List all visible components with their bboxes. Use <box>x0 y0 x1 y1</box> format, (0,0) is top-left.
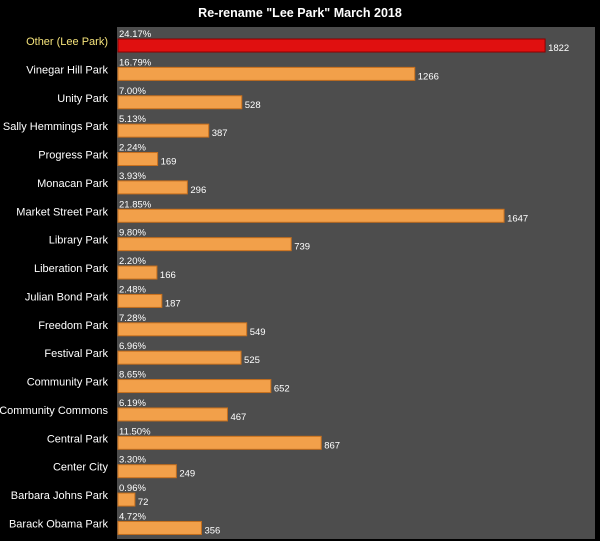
percent-label-market-street-park: 21.85% <box>119 199 152 210</box>
percent-label-other-lee-park: 24.17% <box>119 29 152 40</box>
category-label-sally-hemmings-park: Sally Hemmings Park <box>3 121 109 133</box>
bar-community-park <box>117 379 272 394</box>
chart-title: Re-rename "Lee Park" March 2018 <box>198 6 402 20</box>
category-label-freedom-park: Freedom Park <box>38 320 108 332</box>
chart-marks: Other (Lee Park) 24.17% 1822 Vinegar Hill P… <box>0 29 569 536</box>
bar-center-city <box>117 464 177 479</box>
value-label-sally-hemmings-park: 387 <box>212 128 228 139</box>
category-label-community-park: Community Park <box>27 377 109 389</box>
percent-label-vinegar-hill-park: 16.79% <box>119 57 152 68</box>
value-label-julian-bond-park: 187 <box>165 298 181 309</box>
bar-progress-park <box>117 152 159 167</box>
value-label-freedom-park: 549 <box>250 327 266 338</box>
value-label-festival-park: 525 <box>244 355 260 366</box>
percent-label-center-city: 3.30% <box>119 455 146 466</box>
category-label-barack-obama-park: Barack Obama Park <box>9 518 109 530</box>
percent-label-julian-bond-park: 2.48% <box>119 284 146 295</box>
percent-label-barack-obama-park: 4.72% <box>119 511 146 522</box>
bar-monacan-park <box>117 180 188 195</box>
percent-label-freedom-park: 7.28% <box>119 313 146 324</box>
category-label-community-commons: Community Commons <box>0 405 108 417</box>
percent-label-barbara-johns-park: 0.96% <box>119 483 146 494</box>
percent-label-liberation-park: 2.20% <box>119 256 146 267</box>
plot-area <box>117 27 595 539</box>
value-label-community-commons: 467 <box>230 412 246 423</box>
value-label-center-city: 249 <box>179 469 195 480</box>
percent-label-community-park: 8.65% <box>119 370 146 381</box>
value-label-barbara-johns-park: 72 <box>138 497 149 508</box>
bar-other-lee-park <box>117 38 546 53</box>
percent-label-unity-park: 7.00% <box>119 86 146 97</box>
category-label-central-park: Central Park <box>47 433 109 445</box>
bar-barack-obama-park <box>117 520 202 535</box>
percent-label-monacan-park: 3.93% <box>119 171 146 182</box>
bar-market-street-park <box>117 208 505 223</box>
category-label-unity-park: Unity Park <box>57 93 108 105</box>
value-label-vinegar-hill-park: 1266 <box>418 71 439 82</box>
category-label-vinegar-hill-park: Vinegar Hill Park <box>26 64 108 76</box>
value-label-progress-park: 169 <box>161 157 177 168</box>
value-label-monacan-park: 296 <box>190 185 206 196</box>
value-label-unity-park: 528 <box>245 100 261 111</box>
value-label-liberation-park: 166 <box>160 270 176 281</box>
percent-label-community-commons: 6.19% <box>119 398 146 409</box>
bar-barbara-johns-park <box>117 492 136 507</box>
percent-label-library-park: 9.80% <box>119 228 146 239</box>
category-label-other-lee-park: Other (Lee Park) <box>26 36 108 48</box>
bar-liberation-park <box>117 265 158 280</box>
category-label-monacan-park: Monacan Park <box>37 178 108 190</box>
percent-label-progress-park: 2.24% <box>119 143 146 154</box>
value-label-market-street-park: 1647 <box>507 213 528 224</box>
category-label-liberation-park: Liberation Park <box>34 263 108 275</box>
category-label-library-park: Library Park <box>49 235 109 247</box>
bar-central-park <box>117 435 322 450</box>
bar-julian-bond-park <box>117 293 163 308</box>
value-label-central-park: 867 <box>324 440 340 451</box>
value-label-community-park: 652 <box>274 384 290 395</box>
value-label-library-park: 739 <box>294 242 310 253</box>
bar-community-commons <box>117 407 228 422</box>
bar-freedom-park <box>117 322 248 337</box>
value-label-barack-obama-park: 356 <box>204 525 220 536</box>
category-label-progress-park: Progress Park <box>38 150 108 162</box>
category-label-barbara-johns-park: Barbara Johns Park <box>11 490 109 502</box>
bar-festival-park <box>117 350 242 365</box>
category-label-center-city: Center City <box>53 462 109 474</box>
percent-label-central-park: 11.50% <box>119 426 151 437</box>
bar-unity-park <box>117 95 243 110</box>
percent-label-festival-park: 6.96% <box>119 341 146 352</box>
bar-sally-hemmings-park <box>117 123 210 138</box>
value-label-other-lee-park: 1822 <box>548 43 569 54</box>
category-label-julian-bond-park: Julian Bond Park <box>25 291 109 303</box>
category-label-festival-park: Festival Park <box>44 348 108 360</box>
bar-vinegar-hill-park <box>117 66 416 81</box>
category-label-market-street-park: Market Street Park <box>16 206 108 218</box>
bar-library-park <box>117 237 292 252</box>
percent-label-sally-hemmings-park: 5.13% <box>119 114 146 125</box>
